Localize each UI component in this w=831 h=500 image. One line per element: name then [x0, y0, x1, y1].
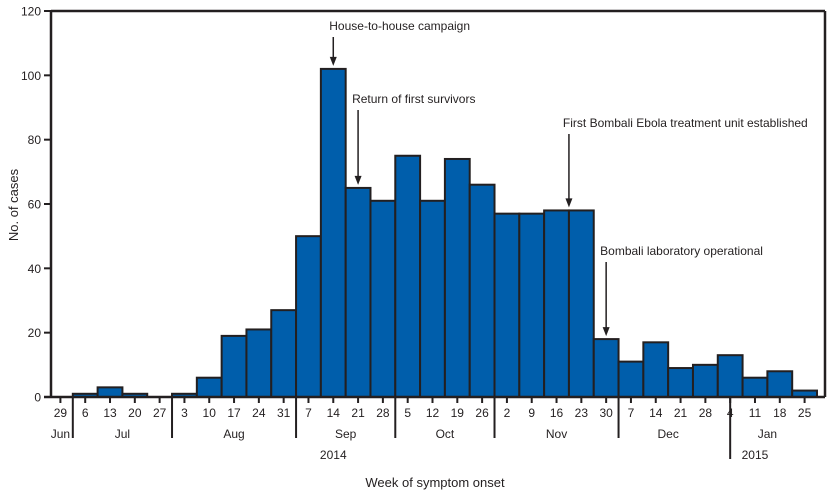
x-tick-label-30: 25	[798, 406, 812, 420]
bar-10	[295, 235, 322, 398]
month-label-jun: Jun	[51, 427, 70, 441]
bar-15	[419, 199, 446, 398]
month-label-oct: Oct	[436, 427, 455, 441]
y-tick-label-80: 80	[28, 133, 42, 147]
bar-21	[567, 209, 595, 398]
bar-16	[443, 157, 471, 398]
x-tick-label-29: 18	[773, 406, 787, 420]
bar-12	[344, 186, 372, 398]
y-tick-label-60: 60	[28, 198, 42, 212]
month-label-aug: Aug	[223, 427, 244, 441]
x-axis: 29 6 13 20 27 3 10 17 24 31 7 14 21 28 5 12 19 26 2 9 16 23 30…	[51, 397, 812, 462]
x-tick-label-3: 20	[128, 406, 142, 420]
annotation-arrow-head-3	[602, 327, 610, 337]
x-tick-label-24: 14	[649, 406, 663, 420]
bar-14	[394, 154, 422, 398]
bar-28	[741, 376, 769, 399]
x-tick-label-26: 28	[699, 406, 713, 420]
month-label-jul: Jul	[115, 427, 130, 441]
x-tick-label-7: 17	[227, 406, 241, 420]
x-tick-label-20: 16	[550, 406, 564, 420]
y-tick-label-40: 40	[28, 262, 42, 276]
bar-23	[617, 360, 645, 399]
bar-25	[667, 367, 694, 398]
x-tick-label-14: 5	[404, 406, 411, 420]
bar-27	[716, 354, 744, 398]
bar-2	[96, 386, 124, 399]
x-tick-label-8: 24	[252, 406, 266, 420]
annotation-label-3: Bombali laboratory operational	[600, 244, 763, 258]
y-tick-label-0: 0	[34, 391, 41, 405]
annotation-arrow-head-0	[329, 56, 337, 66]
annotation-label-1: Return of first survivors	[352, 92, 475, 106]
annotations: House-to-house campaign Return of first s…	[329, 19, 808, 337]
x-tick-label-5: 3	[181, 406, 188, 420]
month-label-nov: Nov	[546, 427, 567, 441]
x-tick-label-13: 28	[376, 406, 390, 420]
bar-26	[691, 363, 719, 399]
x-tick-label-23: 7	[628, 406, 635, 420]
x-tick-label-10: 7	[305, 406, 312, 420]
annotation-arrow-head-2	[565, 198, 573, 208]
x-tick-label-11: 14	[327, 406, 341, 420]
y-axis-label: No. of cases	[6, 168, 21, 241]
y-tick-label-20: 20	[28, 326, 42, 340]
x-tick-label-25: 21	[674, 406, 688, 420]
year-label-2015: 2015	[742, 448, 769, 462]
annotation-label-0: House-to-house campaign	[329, 19, 470, 33]
bar-7	[220, 334, 248, 398]
bar-20	[543, 209, 570, 398]
y-axis: 0 20 40 60 80 100 120	[21, 5, 51, 405]
bar-9	[270, 309, 298, 398]
bar-17	[468, 183, 496, 398]
bar-6	[195, 376, 223, 399]
bar-13	[369, 199, 397, 398]
bar-18	[493, 212, 521, 398]
x-tick-label-19: 9	[528, 406, 535, 420]
y-tick-label-120: 120	[21, 5, 41, 19]
bar-29	[766, 370, 794, 398]
annotation-label-2: First Bombali Ebola treatment unit estab…	[563, 116, 808, 130]
annotation-arrow-head-1	[354, 175, 362, 185]
y-tick-label-100: 100	[21, 69, 41, 83]
month-label-sep: Sep	[335, 427, 357, 441]
year-label-2014: 2014	[320, 448, 347, 462]
x-tick-label-1: 6	[82, 406, 89, 420]
month-label-dec: Dec	[657, 427, 678, 441]
x-tick-label-28: 11	[749, 406, 762, 420]
x-tick-label-9: 31	[277, 406, 291, 420]
x-tick-label-17: 26	[475, 406, 489, 420]
bar-19	[518, 212, 546, 398]
x-tick-label-4: 27	[153, 406, 167, 420]
bar-22	[592, 338, 620, 399]
x-tick-label-15: 12	[426, 406, 440, 420]
bar-11	[319, 67, 347, 399]
x-tick-label-22: 30	[599, 406, 613, 420]
x-axis-label: Week of symptom onset	[365, 475, 505, 490]
x-tick-label-16: 19	[451, 406, 465, 420]
x-tick-label-12: 21	[351, 406, 365, 420]
x-tick-label-18: 2	[504, 406, 511, 420]
x-tick-label-2: 13	[103, 406, 117, 420]
month-label-jan: Jan	[758, 427, 777, 441]
x-tick-label-0: 29	[54, 406, 68, 420]
x-tick-label-6: 10	[203, 406, 217, 420]
bar-24	[642, 341, 670, 399]
x-tick-label-21: 23	[575, 406, 589, 420]
bar-8	[245, 328, 273, 399]
